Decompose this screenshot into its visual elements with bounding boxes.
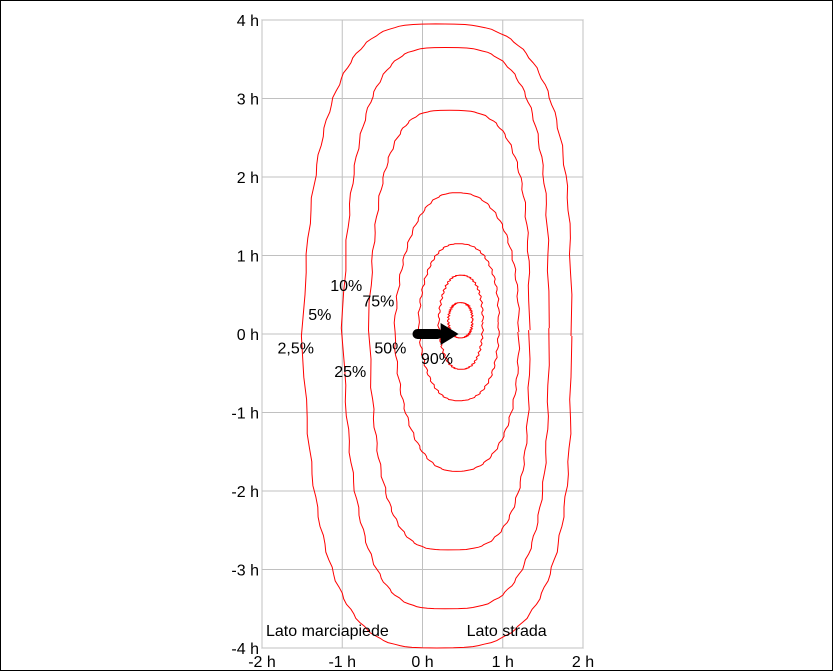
x-tick-label: -1 h xyxy=(328,654,356,671)
contour-label: 2,5% xyxy=(277,341,313,358)
x-tick-label: 0 h xyxy=(411,654,433,671)
y-tick-label: -1 h xyxy=(231,406,259,423)
y-tick-label: -2 h xyxy=(231,484,259,501)
contour-line xyxy=(446,302,474,339)
contour-label: 90% xyxy=(421,351,453,368)
contour-line xyxy=(300,23,573,649)
contour-line xyxy=(367,109,531,551)
y-tick-label: 0 h xyxy=(237,327,259,344)
y-tick-label: -3 h xyxy=(231,563,259,580)
y-tick-label: 3 h xyxy=(237,92,259,109)
contour-label: 50% xyxy=(374,341,406,358)
arrow-head xyxy=(440,323,459,345)
contour-label: 5% xyxy=(308,307,331,324)
arrow-layer xyxy=(412,323,459,345)
y-tick-label: -4 h xyxy=(231,641,259,658)
y-tick-label: 4 h xyxy=(237,13,259,30)
y-tick-label: 2 h xyxy=(237,170,259,187)
contour-line xyxy=(340,46,550,610)
contour-label: 25% xyxy=(334,364,366,381)
x-tick-label: 1 h xyxy=(492,654,514,671)
annotation-lato-marciapiede: Lato marciapiede xyxy=(266,623,389,640)
arrow-shaft xyxy=(412,329,443,339)
annotation-lato-strada: Lato strada xyxy=(467,623,547,640)
contour-line xyxy=(437,274,485,370)
contour-layer xyxy=(300,23,573,649)
label-layer: 2,5% 5% 10% 25% 50% 75% 90% xyxy=(277,278,452,381)
x-tick-label: -2 h xyxy=(248,654,276,671)
contour-line xyxy=(417,243,501,402)
tick-layer: -2 h -1 h 0 h 1 h 2 h 4 h 3 h 2 h 1 h 0 h -1 h -2 h… xyxy=(231,13,594,671)
contour-line xyxy=(393,192,521,472)
contour-label: 75% xyxy=(362,294,394,311)
contour-label: 10% xyxy=(330,278,362,295)
x-tick-label: 2 h xyxy=(572,654,594,671)
y-tick-label: 1 h xyxy=(237,249,259,266)
